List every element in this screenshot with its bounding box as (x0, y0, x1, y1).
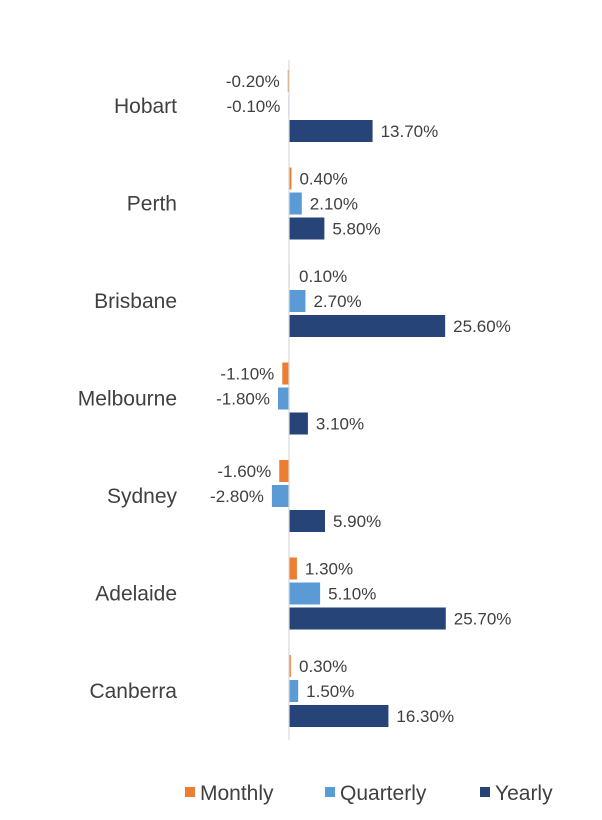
bar-monthly-perth (289, 167, 292, 190)
data-label-yearly-hobart: 13.70% (381, 122, 439, 141)
legend: Monthly Quarterly Yearly (185, 782, 553, 805)
data-label-monthly-canberra: 0.30% (299, 657, 347, 676)
legend-label-monthly: Monthly (200, 782, 274, 805)
data-label-monthly-perth: 0.40% (299, 170, 347, 189)
legend-swatch-monthly (185, 787, 195, 797)
bar-yearly-hobart (289, 120, 373, 142)
bar-quarterly-melbourne (278, 387, 289, 410)
category-label-perth: Perth (127, 193, 177, 216)
data-label-quarterly-sydney: -2.80% (210, 487, 264, 506)
legend-swatch-yearly (480, 787, 490, 797)
category-label-hobart: Hobart (114, 95, 177, 118)
bar-yearly-melbourne (289, 412, 308, 435)
data-label-monthly-adelaide: 1.30% (305, 560, 353, 579)
bar-quarterly-adelaide (289, 582, 321, 605)
data-label-yearly-brisbane: 25.60% (453, 317, 511, 336)
bar-yearly-perth (289, 217, 325, 240)
bar-monthly-canberra (289, 655, 291, 677)
bar-yearly-sydney (289, 510, 325, 532)
data-label-monthly-sydney: -1.60% (217, 462, 271, 481)
legend-label-yearly: Yearly (495, 782, 553, 805)
data-label-monthly-melbourne: -1.10% (220, 365, 274, 384)
category-label-sydney: Sydney (107, 485, 178, 508)
data-label-quarterly-hobart: -0.10% (227, 97, 281, 116)
bar-monthly-melbourne (282, 362, 289, 385)
data-label-quarterly-brisbane: 2.70% (313, 292, 361, 311)
category-label-brisbane: Brisbane (94, 290, 177, 313)
data-label-monthly-hobart: -0.20% (226, 72, 280, 91)
bar-quarterly-canberra (289, 680, 299, 702)
data-label-quarterly-perth: 2.10% (310, 195, 358, 214)
data-label-monthly-brisbane: 0.10% (299, 267, 347, 286)
bar-quarterly-sydney (271, 485, 289, 507)
data-label-quarterly-adelaide: 5.10% (328, 585, 376, 604)
bar-quarterly-perth (289, 192, 302, 215)
category-label-adelaide: Adelaide (95, 583, 177, 606)
bars-layer (271, 70, 446, 727)
data-label-quarterly-melbourne: -1.80% (216, 390, 270, 409)
bar-yearly-brisbane (289, 315, 446, 337)
bar-yearly-canberra (289, 705, 389, 727)
data-label-yearly-canberra: 16.30% (396, 707, 454, 726)
legend-swatch-quarterly (325, 787, 335, 797)
bar-monthly-hobart (287, 70, 289, 92)
bar-monthly-adelaide (289, 557, 297, 580)
legend-label-quarterly: Quarterly (340, 782, 427, 805)
data-label-yearly-sydney: 5.90% (333, 512, 381, 531)
data-label-quarterly-canberra: 1.50% (306, 682, 354, 701)
data-label-yearly-adelaide: 25.70% (454, 610, 512, 629)
labels-layer: -0.20% -0.10% 13.70% Hobart 0.40% 2.10% 5.80% P… (78, 72, 512, 726)
category-label-melbourne: Melbourne (78, 388, 177, 411)
bar-monthly-sydney (279, 460, 289, 482)
data-label-yearly-perth: 5.80% (332, 220, 380, 239)
bar-quarterly-brisbane (289, 290, 306, 312)
bar-yearly-adelaide (289, 607, 446, 630)
data-label-yearly-melbourne: 3.10% (316, 415, 364, 434)
category-label-canberra: Canberra (89, 680, 177, 703)
